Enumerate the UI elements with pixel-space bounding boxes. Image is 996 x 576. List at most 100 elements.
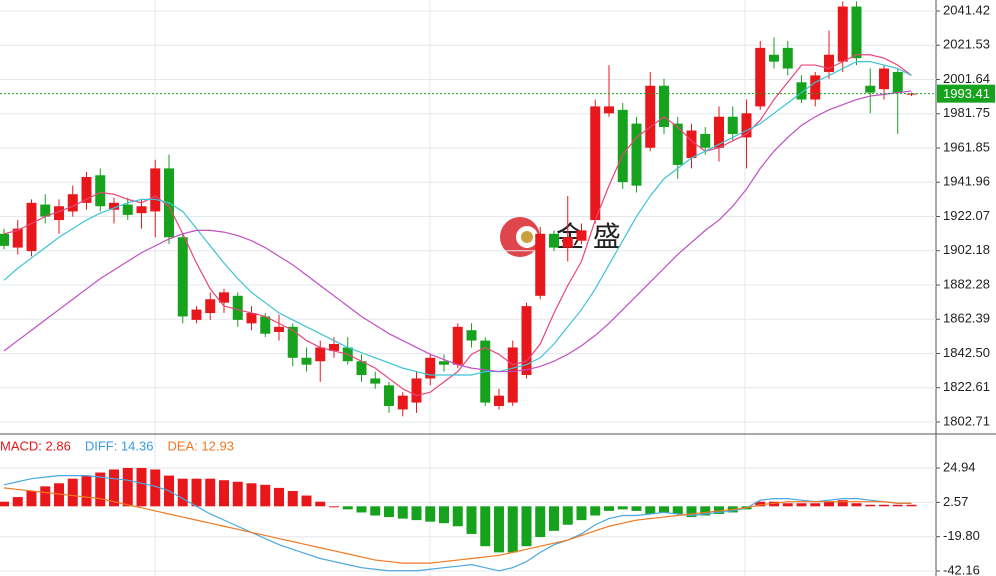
macd-bar: [67, 478, 78, 507]
macd-bar: [590, 506, 601, 516]
candle-body: [755, 47, 766, 107]
y-tick-label: 2021.53: [943, 37, 990, 52]
macd-bar: [425, 506, 436, 522]
macd-bar: [122, 467, 133, 507]
legend-entry: MACD: 2.86: [0, 438, 71, 453]
candle-body: [535, 233, 546, 296]
y-tick-label: 1802.71: [943, 413, 990, 428]
macd-bar: [40, 486, 51, 507]
macd-bar: [439, 506, 449, 524]
candle-body: [879, 68, 889, 90]
macd-bar: [232, 481, 243, 507]
macd-bar: [287, 490, 298, 507]
logo: [521, 231, 533, 243]
y-tick-label: 2.57: [943, 494, 968, 509]
candle-body: [246, 313, 257, 324]
macd-bar: [95, 472, 106, 507]
candle-body: [521, 306, 532, 376]
candle-body: [26, 202, 37, 252]
candle-body: [590, 106, 601, 221]
y-tick-label: 1941.96: [943, 174, 990, 189]
macd-bar: [617, 506, 628, 510]
macd-bar: [837, 500, 848, 507]
macd-bar: [411, 506, 422, 521]
candle-body: [67, 194, 78, 212]
candle-body: [356, 361, 367, 376]
candle-body: [219, 292, 229, 303]
y-tick-label: 1862.39: [943, 311, 990, 326]
macd-bar: [782, 503, 793, 507]
macd-line: [3, 487, 912, 564]
y-tick-label: -19.80: [943, 528, 980, 543]
candle-body: [769, 54, 779, 62]
ma-line: [3, 54, 912, 397]
ma-line: [3, 90, 912, 373]
candle-body: [700, 133, 711, 148]
candle-body: [741, 113, 752, 138]
macd-bar: [672, 506, 683, 514]
macd-bar: [205, 478, 216, 507]
candle-body: [714, 116, 724, 148]
candle-body: [150, 168, 161, 212]
candle-body: [54, 206, 64, 221]
candle-body: [329, 344, 339, 351]
macd-bar: [645, 506, 656, 514]
macd-bar: [604, 506, 614, 511]
macd-bar: [109, 469, 119, 507]
macd-bar: [906, 504, 917, 507]
macd-bar: [329, 506, 339, 508]
y-tick-label: 1981.75: [943, 105, 990, 120]
candle-body: [494, 395, 504, 407]
candle-body: [81, 177, 92, 203]
macd-bar: [892, 504, 903, 507]
y-tick-label: 1922.07: [943, 208, 990, 223]
candle-body: [191, 309, 202, 320]
macd-bar: [659, 506, 669, 513]
last-price-box: [937, 84, 995, 103]
macd-bar: [246, 483, 257, 507]
macd-bar: [466, 506, 477, 534]
ma-line: [3, 61, 912, 376]
candle-body: [906, 93, 917, 95]
candle-body: [109, 202, 119, 210]
macd-bar: [370, 506, 381, 516]
candle-body: [439, 361, 449, 365]
candle-body: [287, 326, 298, 358]
macd-bar: [81, 475, 92, 507]
candle-body: [727, 116, 738, 134]
candle-body: [136, 206, 147, 214]
candle-body: [549, 233, 559, 248]
y-tick-label: -42.16: [943, 562, 980, 576]
candle-body: [0, 233, 9, 246]
macd-bar: [549, 506, 559, 531]
last-price-label: 1993.41: [943, 86, 990, 101]
macd-bar: [54, 483, 64, 507]
y-tick-label: 1882.28: [943, 276, 990, 291]
candle-body: [576, 230, 587, 241]
candle-body: [177, 237, 188, 317]
candle-body: [425, 357, 436, 379]
macd-bar: [150, 469, 161, 507]
candle-body: [384, 385, 394, 407]
macd-bar: [824, 501, 834, 507]
macd-line: [3, 475, 912, 572]
macd-bar: [494, 506, 504, 553]
candle-body: [315, 347, 326, 362]
macd-bar: [521, 506, 532, 547]
macd-bar: [26, 490, 37, 507]
candle-body: [370, 378, 381, 384]
macd-bar: [0, 501, 9, 507]
candle-body: [411, 378, 422, 403]
candle-body: [301, 357, 312, 365]
macd-bar: [219, 480, 229, 507]
macd-bar: [755, 501, 766, 507]
macd-bar: [576, 506, 587, 521]
macd-bar: [342, 506, 353, 510]
macd-bar: [384, 506, 394, 518]
macd-bar: [356, 506, 367, 513]
macd-bar: [480, 506, 491, 547]
candle-body: [274, 326, 284, 332]
macd-bar: [631, 506, 642, 511]
candle-body: [397, 395, 408, 410]
